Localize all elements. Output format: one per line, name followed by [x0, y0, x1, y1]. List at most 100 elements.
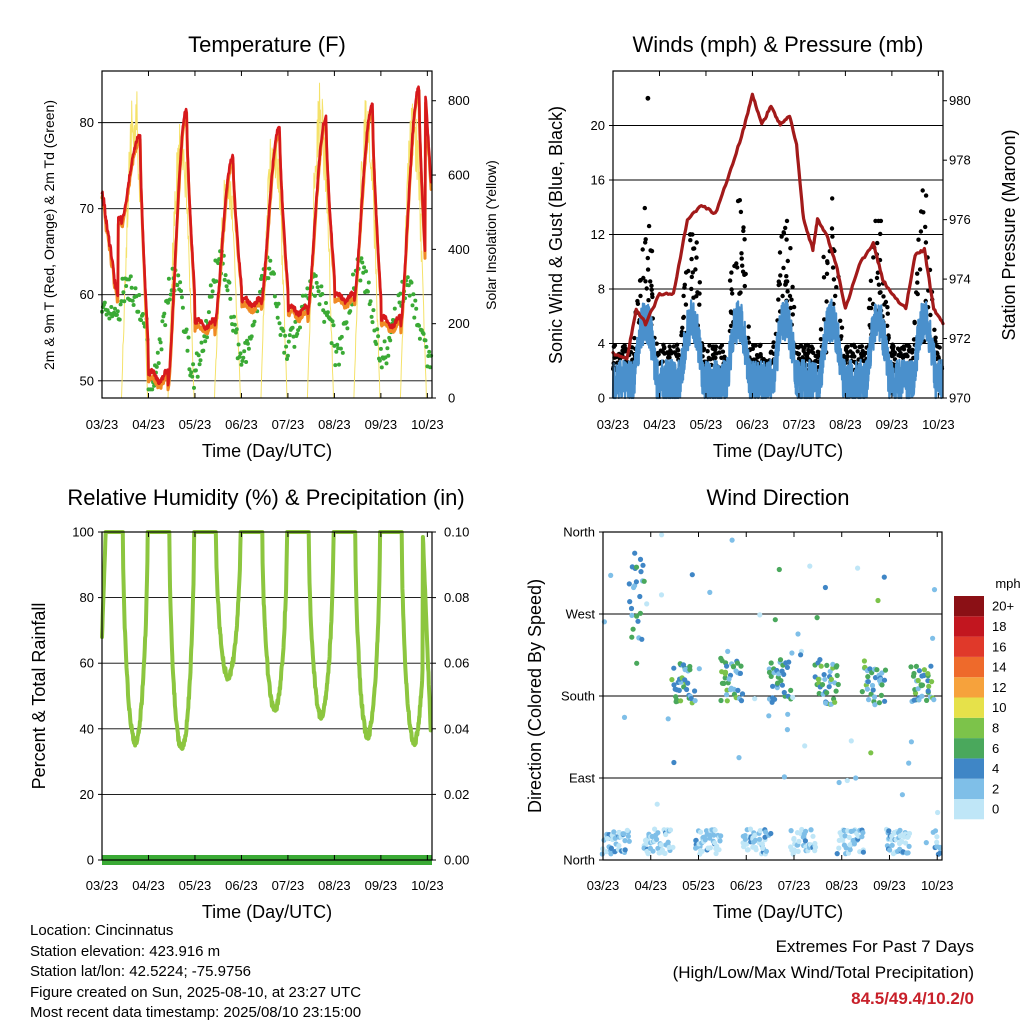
- direction-point: [678, 698, 684, 704]
- direction-point: [722, 675, 728, 681]
- temperature-panel: Temperature (F) 50607080020040060080003/…: [41, 32, 499, 461]
- gust-point: [688, 238, 693, 243]
- y-tick-label: 16: [591, 173, 605, 188]
- y-tick-label: 20: [591, 118, 605, 133]
- dewpoint-point: [345, 326, 350, 331]
- direction-point: [822, 584, 829, 591]
- direction-point: [835, 681, 841, 688]
- direction-point: [848, 738, 854, 744]
- gust-point: [739, 256, 744, 261]
- gust-point: [635, 301, 641, 306]
- gust-point: [697, 302, 702, 307]
- dewpoint-point: [385, 346, 390, 351]
- dewpoint-point: [382, 339, 387, 344]
- winds-xlabel: Time (Day/UTC): [713, 441, 843, 461]
- direction-point: [625, 833, 632, 839]
- dewpoint-point: [204, 318, 209, 323]
- gust-point: [788, 305, 793, 311]
- dewpoint-point: [340, 350, 345, 355]
- direction-point: [798, 652, 804, 658]
- dewpoint-point: [392, 306, 397, 311]
- gust-point: [912, 320, 917, 326]
- direction-point: [659, 532, 665, 538]
- dewpoint-point: [305, 286, 310, 291]
- humidity-xlabel: Time (Day/UTC): [202, 902, 332, 922]
- direction-point: [760, 845, 766, 852]
- x-tick-label: 08/23: [825, 878, 858, 893]
- gust-point: [885, 305, 890, 310]
- direction-point: [789, 650, 795, 656]
- direction-point: [717, 838, 723, 844]
- direction-point: [824, 690, 830, 696]
- x-tick-label: 08/23: [829, 417, 862, 432]
- colorbar-label: 14: [992, 660, 1006, 675]
- gust-point: [839, 334, 844, 339]
- gust-point: [649, 248, 655, 254]
- direction-point: [632, 583, 638, 589]
- direction-point: [729, 537, 735, 543]
- gust-point: [878, 218, 884, 224]
- dewpoint-point: [377, 358, 382, 363]
- direction-point: [672, 686, 678, 692]
- x-tick-label: 06/23: [225, 417, 258, 432]
- dewpoint-point: [303, 293, 308, 298]
- station-elevation: Station elevation: 423.916 m: [30, 942, 221, 960]
- x-tick-label: 03/23: [86, 878, 119, 893]
- dewpoint-point: [278, 333, 283, 337]
- dewpoint-point: [398, 291, 403, 296]
- dewpoint-point: [180, 305, 185, 310]
- x-tick-label: 05/23: [682, 878, 715, 893]
- wind-speed-line: [611, 298, 944, 400]
- dewpoint-point: [285, 357, 289, 361]
- colorbar-swatch: [954, 758, 984, 779]
- dewpoint-point: [228, 296, 233, 301]
- gust-point: [915, 291, 920, 297]
- dewpoint-point: [192, 385, 196, 390]
- gust-point: [876, 282, 882, 287]
- dewpoint-point: [379, 365, 384, 370]
- gust-point: [838, 318, 843, 323]
- direction-point: [685, 680, 691, 686]
- dewpoint-point: [179, 295, 184, 300]
- gust-point: [737, 198, 742, 203]
- direction-point: [886, 828, 892, 834]
- dewpoint-point: [246, 346, 251, 351]
- direction-point: [633, 579, 640, 585]
- gust-point: [839, 325, 845, 330]
- direction-point: [918, 682, 924, 688]
- direction-point: [911, 670, 917, 677]
- extremes-box: Extremes For Past 7 Days (High/Low/Max W…: [673, 934, 974, 1012]
- gust-point: [790, 284, 795, 290]
- y-right-tick-label: 0: [448, 391, 455, 406]
- direction-point: [622, 838, 628, 844]
- dewpoint-point: [115, 309, 120, 314]
- direction-ylabel-left: Direction (Colored By Speed): [525, 579, 545, 813]
- dewpoint-point: [424, 344, 429, 349]
- direction-point: [718, 697, 724, 704]
- colorbar-title: mph: [995, 576, 1020, 591]
- gust-point: [667, 355, 672, 360]
- gust-point: [917, 267, 923, 272]
- direction-point: [791, 835, 797, 842]
- dewpoint-point: [368, 299, 373, 304]
- direction-point: [621, 714, 628, 721]
- gust-point: [915, 280, 920, 285]
- direction-point: [816, 690, 822, 697]
- direction-point: [906, 843, 912, 850]
- humidity-plot-frame: [101, 531, 433, 861]
- dewpoint-point: [223, 273, 228, 278]
- colorbar-label: 2: [992, 781, 999, 796]
- gust-point: [671, 344, 676, 349]
- gust-point: [825, 260, 830, 266]
- colorbar-label: 6: [992, 741, 999, 756]
- gust-point: [755, 355, 760, 360]
- direction-point: [818, 663, 824, 669]
- direction-xlabel: Time (Day/UTC): [713, 902, 843, 922]
- dewpoint-point: [371, 308, 376, 313]
- temperature-ylabel-right: Solar Insolation (Yellow): [483, 160, 499, 310]
- gust-point: [918, 229, 924, 234]
- direction-point: [795, 848, 801, 855]
- direction-point: [828, 676, 835, 683]
- gust-point: [885, 323, 890, 328]
